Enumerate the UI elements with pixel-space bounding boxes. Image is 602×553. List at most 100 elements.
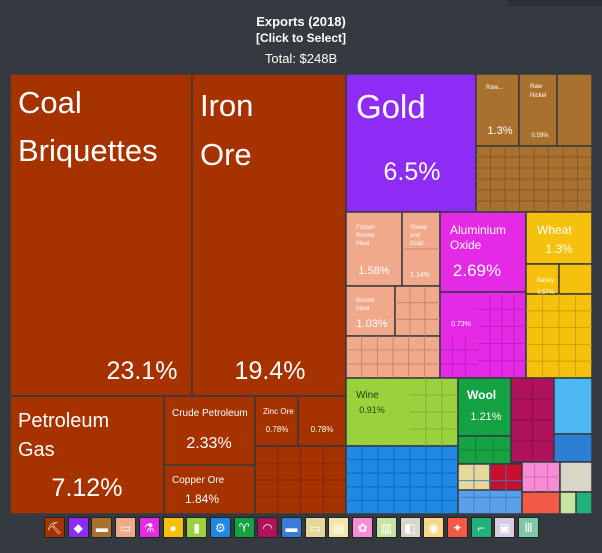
- label-copper: Copper Ore: [172, 475, 225, 486]
- label-raw_a_pct: 1.3%: [487, 125, 512, 137]
- legend-foodstuffs-icon[interactable]: ▮: [186, 517, 208, 538]
- legend-precious-metals-icon[interactable]: ◆: [67, 517, 89, 538]
- label-bovine_pct: 1.03%: [356, 318, 387, 330]
- label-frozen2: Bovine: [356, 233, 375, 239]
- label-barley_pct: 0.57%: [537, 290, 555, 296]
- legend-miscellaneous-icon[interactable]: ✦: [446, 517, 468, 538]
- label-wine: Wine: [356, 390, 379, 401]
- grid-chem-b: [440, 336, 478, 378]
- label-sheep2: and: [410, 233, 420, 239]
- legend-plastics-rubbers-icon[interactable]: ▭: [304, 517, 326, 538]
- chart-title: Exports (2018): [256, 14, 346, 29]
- legend-textiles-icon[interactable]: ♈: [233, 517, 255, 538]
- label-crude: Crude Petroleum: [172, 408, 248, 419]
- legend-chemical-products-icon[interactable]: ⚗: [138, 517, 160, 538]
- tile-veg-2[interactable]: [558, 263, 593, 295]
- grid-minerals-other: [255, 446, 346, 514]
- grid-animal-2: [395, 286, 440, 336]
- tile-gold[interactable]: [345, 73, 477, 213]
- tile-stone[interactable]: [559, 461, 593, 493]
- legend-animal-products-icon[interactable]: ▭: [115, 517, 137, 538]
- tile-misc[interactable]: [521, 491, 561, 515]
- tile-wool[interactable]: [457, 377, 512, 437]
- tile-wood[interactable]: [559, 491, 577, 515]
- grid-hides: [522, 462, 560, 492]
- tile-metal-3[interactable]: [556, 73, 593, 147]
- label-pet_pct: 7.12%: [52, 474, 123, 502]
- label-alu1: Aluminium: [450, 223, 506, 237]
- tile-blue-light[interactable]: [553, 377, 593, 435]
- tile-iron-ore[interactable]: [191, 73, 347, 397]
- label-sheep1: Sheep: [410, 225, 428, 231]
- label-raw_b1: Raw: [530, 84, 543, 90]
- label-crude_pct: 2.33%: [186, 435, 231, 452]
- tile-copper-ore[interactable]: [163, 464, 256, 515]
- legend-arts-antiques-icon[interactable]: ▣: [494, 517, 516, 538]
- click-to-select-link[interactable]: [Click to Select]: [255, 31, 347, 45]
- tile-blue-2[interactable]: [553, 433, 593, 463]
- label-alu2: Oxide: [450, 238, 482, 252]
- legend-animal-vegetable-fats-icon[interactable]: ◉: [423, 517, 445, 538]
- label-barley: Barley: [537, 278, 554, 284]
- top-bar: [508, 0, 602, 6]
- label-other_ore_pct: 0.78%: [311, 425, 334, 434]
- label-zinc_pct: 0.78%: [266, 425, 289, 434]
- grid-veg-other: [526, 294, 592, 378]
- label-wheat: Wheat: [537, 223, 572, 237]
- label-pet1: Petroleum: [18, 410, 109, 432]
- label-raw_b_pct: 0.59%: [531, 133, 549, 139]
- label-wool_pct: 1.21%: [470, 411, 501, 423]
- legend-animal-hides-icon[interactable]: ✿: [352, 517, 374, 538]
- label-gold: Gold: [356, 88, 426, 125]
- label-bovine1: Bovine: [356, 298, 375, 304]
- total-label: Total: $248B: [264, 51, 338, 66]
- label-frozen1: Frozen: [356, 225, 375, 231]
- label-iron2: Ore: [200, 137, 252, 172]
- grid-instruments: [511, 378, 554, 462]
- legend-paper-goods-icon[interactable]: ▤: [328, 517, 350, 538]
- label-coal_pct: 23.1%: [107, 357, 178, 385]
- label-iron1: Iron: [200, 88, 253, 123]
- label-pet2: Gas: [18, 439, 55, 461]
- label-copper_pct: 1.84%: [185, 492, 219, 506]
- grid-metals-other: [476, 146, 592, 212]
- label-raw_a: Raw...: [486, 85, 503, 91]
- label-wool: Wool: [467, 388, 496, 402]
- grid-textile: [458, 436, 511, 464]
- label-wine_pct: 0.91%: [359, 405, 385, 415]
- legend-machines-icon[interactable]: ⚙: [209, 517, 231, 538]
- label-iron_pct: 19.4%: [235, 357, 306, 385]
- grid-transport: [458, 464, 522, 514]
- tile-aluminium-oxide[interactable]: [439, 211, 527, 293]
- tile-animal-2[interactable]: [394, 285, 441, 337]
- label-frozen_pct: 1.58%: [358, 265, 389, 277]
- tile-other-ore[interactable]: [297, 395, 347, 447]
- legend-mineral-products-icon[interactable]: ⛏: [44, 517, 65, 538]
- legend-transportation-icon[interactable]: ▬: [281, 517, 302, 538]
- tile-petroleum-gas[interactable]: [9, 395, 165, 515]
- label-sheep3: Goat...: [410, 241, 428, 247]
- label-zinc: Zinc Ore: [263, 407, 294, 416]
- legend-instruments-icon[interactable]: ◠: [257, 517, 279, 538]
- legend-footwear-icon[interactable]: ⌐: [470, 517, 492, 538]
- tile-coal-briquettes[interactable]: [9, 73, 193, 397]
- tile-frozen-bovine-meat[interactable]: [345, 211, 403, 287]
- tile-machines[interactable]: [345, 445, 459, 515]
- label-coal1: Coal: [18, 85, 82, 120]
- legend-wood-products-icon[interactable]: ▥: [375, 517, 397, 538]
- label-sheep_pct: 1.14%: [410, 272, 430, 279]
- legend-weapons-icon[interactable]: Ⅲ: [518, 517, 539, 538]
- legend-metals-icon[interactable]: ▬: [91, 517, 113, 538]
- tile-zinc-ore[interactable]: [254, 395, 299, 447]
- grid-food: [410, 378, 458, 446]
- label-gold_pct: 6.5%: [384, 158, 441, 186]
- grid-animal-other: [346, 336, 440, 378]
- label-alu_small_pct: 0.73%: [451, 321, 471, 328]
- label-wheat_pct: 1.3%: [545, 242, 573, 256]
- label-raw_b2: Nickel: [530, 93, 546, 99]
- tile-wheat[interactable]: [525, 211, 593, 265]
- label-coal2: Briquettes: [18, 133, 158, 168]
- legend-vegetable-products-icon[interactable]: ●: [162, 517, 184, 538]
- legend-stone-glass-icon[interactable]: ◧: [399, 517, 421, 538]
